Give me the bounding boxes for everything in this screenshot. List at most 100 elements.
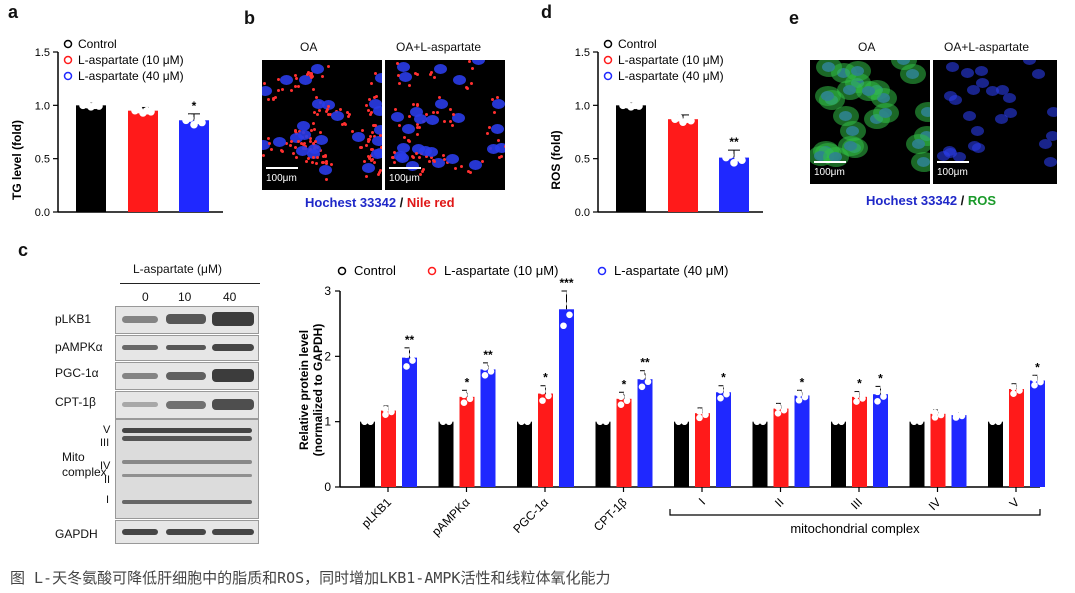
- lipid-droplet: [369, 112, 373, 116]
- chart-c-point: [1010, 384, 1017, 391]
- cytoplasm-fluorescence: [900, 64, 926, 85]
- chart-c-point: [439, 418, 447, 425]
- chart-c-bar: [517, 421, 532, 487]
- chart-c-significance: **: [483, 348, 493, 362]
- lipid-droplet: [374, 94, 378, 98]
- blot-treatment-label: L-aspartate (μM): [133, 262, 222, 276]
- chart-a-ytick-label: 0.0: [35, 207, 50, 219]
- blot-row-gapdh-label: GAPDH: [55, 527, 98, 541]
- lipid-droplet: [319, 149, 323, 153]
- chart-c-point: [403, 351, 410, 358]
- lipid-droplet: [312, 127, 316, 131]
- chart-c-point: [874, 388, 881, 396]
- nucleus: [986, 86, 1000, 97]
- chart-c-significance: *: [465, 375, 470, 389]
- chart-c-point: [910, 418, 918, 425]
- nucleus: [434, 98, 448, 109]
- chart-c-bar: [438, 421, 454, 487]
- chart-c-point: [388, 408, 395, 416]
- lipid-droplet: [408, 83, 412, 87]
- chart-d-point: [687, 116, 695, 125]
- nucleus: [310, 63, 324, 74]
- lipid-droplet: [365, 144, 369, 148]
- lipid-droplet: [262, 153, 265, 157]
- lipid-droplet: [307, 156, 311, 160]
- nucleus: [272, 136, 286, 147]
- chart-c-point: [460, 391, 468, 399]
- lipid-droplet: [371, 157, 375, 161]
- chart-d-legend-label: L-aspartate (40 μM): [618, 69, 724, 83]
- lipid-droplet: [272, 97, 275, 101]
- lipid-droplet: [495, 95, 499, 99]
- chart-a-legend-marker: [63, 71, 73, 81]
- chart-c-significance: *: [800, 375, 805, 389]
- chart-a-ytick-label: 0.5: [35, 154, 50, 166]
- nucleus: [446, 154, 460, 165]
- chart-c-bar: [794, 395, 810, 487]
- chart-c-bar: [480, 369, 496, 487]
- lipid-droplet: [465, 86, 469, 90]
- nucleus: [307, 149, 321, 160]
- chart-c-point: [1031, 381, 1038, 389]
- lipid-droplet: [289, 143, 293, 147]
- lipid-droplet: [491, 98, 495, 102]
- lipid-droplet: [415, 151, 419, 155]
- chart-c-point: [681, 418, 688, 425]
- blot-treatment-line: [120, 283, 260, 284]
- nucleus: [994, 114, 1008, 125]
- lipid-droplet: [324, 153, 328, 157]
- lipid-droplet: [326, 107, 330, 111]
- lipid-droplet: [415, 104, 419, 108]
- chart-c-xtick-label: I: [696, 495, 708, 507]
- lipid-droplet: [329, 162, 333, 166]
- lipid-droplet: [392, 155, 396, 159]
- nucleus: [311, 98, 325, 109]
- chart-c-point: [675, 418, 682, 425]
- cytoplasm-fluorescence: [855, 81, 882, 102]
- lipid-droplet: [345, 110, 349, 114]
- lipid-droplet: [425, 155, 429, 159]
- lipid-droplet: [370, 81, 374, 85]
- lipid-droplet: [369, 153, 373, 157]
- lipid-droplet: [369, 134, 373, 138]
- lipid-droplet: [394, 107, 398, 111]
- chart-c-xtick-label: IV: [926, 495, 944, 513]
- chart-d-legend-label: L-aspartate (10 μM): [618, 53, 724, 67]
- lipid-droplet: [416, 72, 420, 76]
- lipid-droplet: [309, 76, 313, 80]
- nucleus: [948, 95, 962, 106]
- lipid-droplet: [344, 123, 348, 127]
- blot-dose-10: 10: [178, 290, 192, 304]
- chart-d-ytick-label: 1.5: [575, 47, 590, 59]
- lipid-droplet: [470, 66, 474, 70]
- lipid-droplet: [324, 178, 328, 182]
- chart-c-point: [859, 395, 866, 402]
- lipid-droplet: [468, 60, 472, 63]
- mito-complex-i-label: I: [106, 494, 110, 506]
- lipid-droplet: [293, 74, 297, 78]
- mito-complex-iii-label: III: [100, 437, 110, 449]
- lipid-droplet: [481, 159, 485, 163]
- chart-c-bar: [402, 357, 417, 487]
- mito-complex-iv-label: IV: [100, 460, 111, 472]
- figure-caption: 图 L-天冬氨酸可降低肝细胞中的脂质和ROS，同时增加LKB1-AMPK活性和线…: [10, 569, 611, 587]
- lipid-droplet: [451, 112, 455, 116]
- lipid-droplet: [398, 81, 402, 85]
- nucleus: [942, 146, 956, 157]
- nucleus: [374, 124, 382, 135]
- chart-c-point: [723, 390, 730, 398]
- chart-c-bar: [951, 415, 967, 487]
- nucleus: [953, 152, 967, 163]
- lipid-droplet: [293, 129, 297, 133]
- chart-d-legend-marker: [603, 71, 613, 81]
- chart-c-legend-marker: [337, 266, 347, 276]
- nucleus: [975, 77, 989, 88]
- nucleus: [418, 145, 432, 156]
- blot-row-cpt-label: CPT-1β: [55, 395, 96, 409]
- chart-d-legend-marker: [603, 55, 613, 65]
- panel-label-b: b: [244, 8, 255, 28]
- chart-c-bar: [852, 396, 867, 487]
- chart-c-point: [753, 418, 761, 425]
- lipid-droplet: [425, 112, 429, 116]
- chart-c-point: [880, 393, 887, 400]
